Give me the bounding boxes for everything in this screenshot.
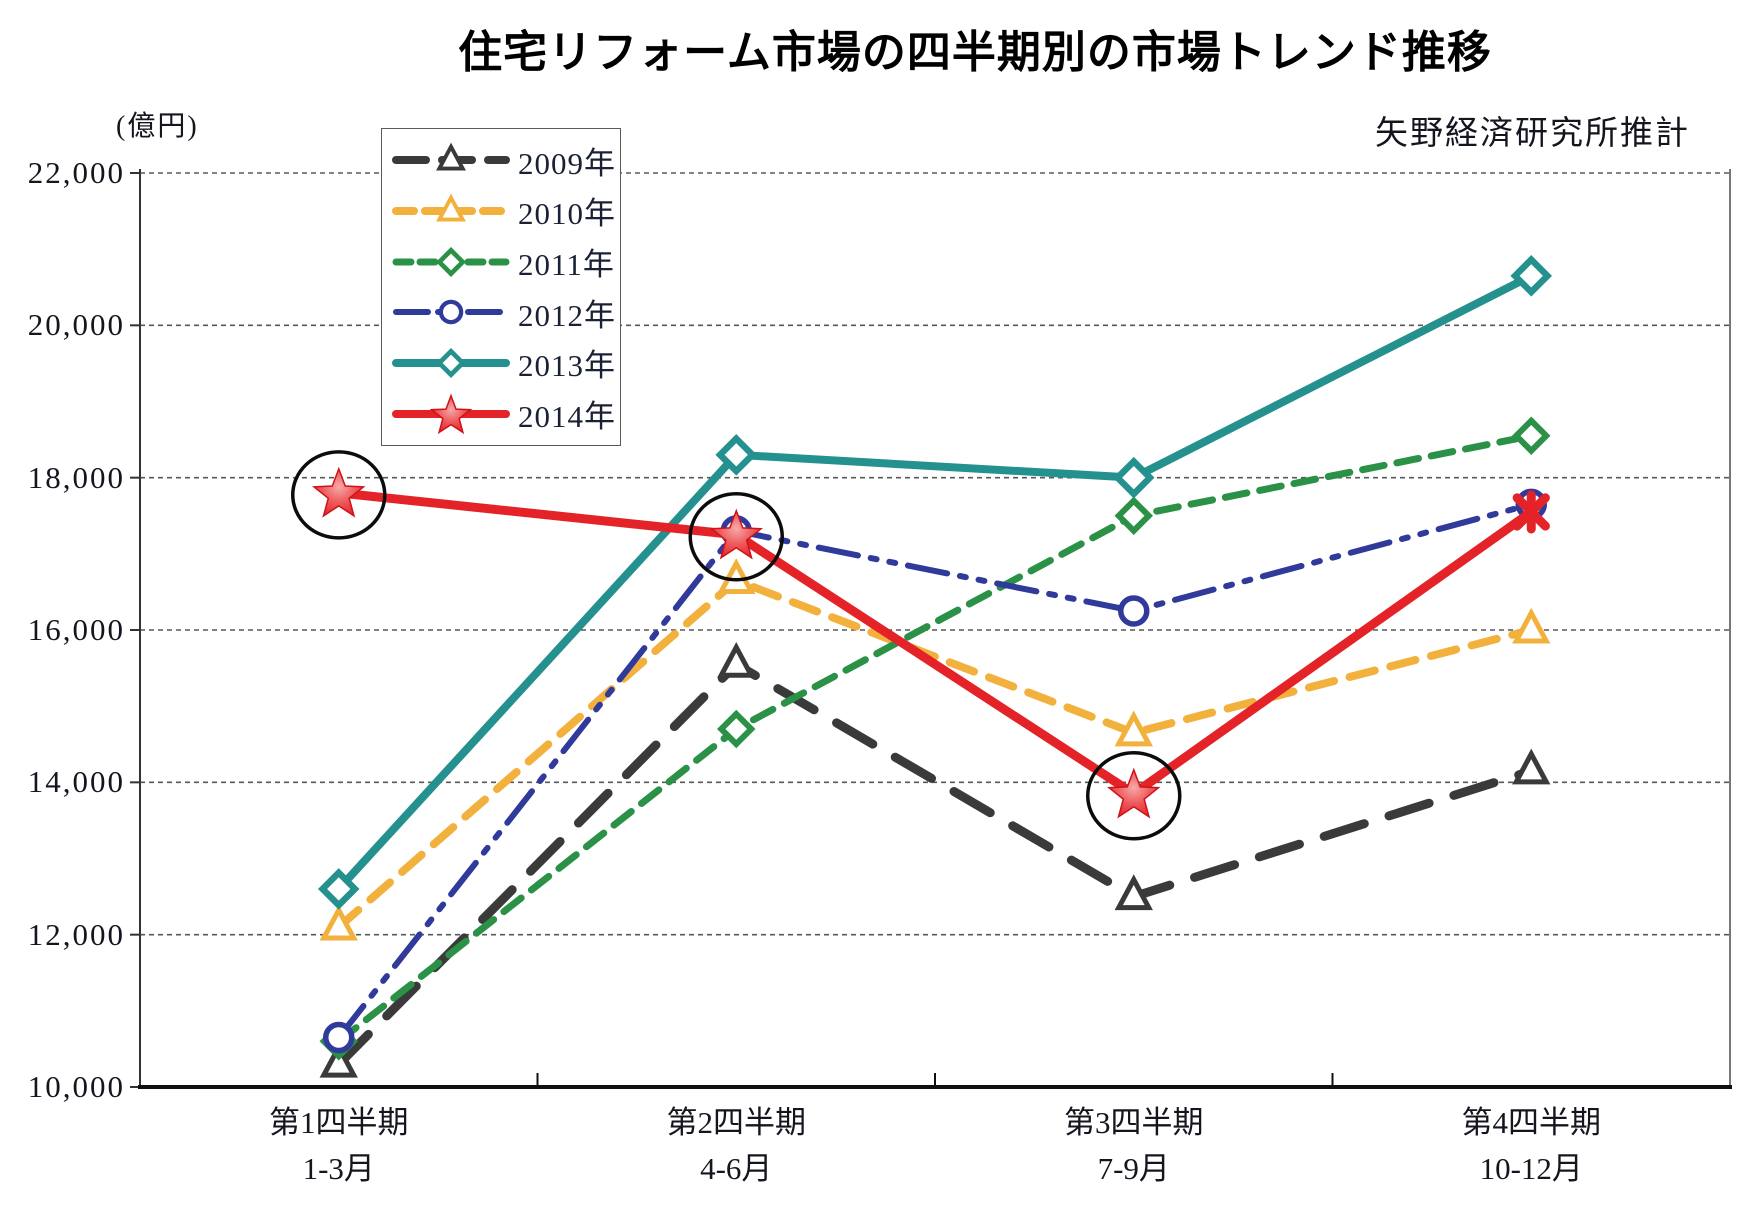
y-tick-label: 16,000 xyxy=(27,612,125,647)
data-point-marker xyxy=(429,393,473,434)
data-point-marker xyxy=(1114,496,1153,535)
y-tick-label: 14,000 xyxy=(27,764,125,800)
series-line-2011年 xyxy=(335,432,1535,1045)
x-tick-label: 第4四半期 10-12月 xyxy=(1371,1100,1691,1192)
x-tick-label-months: 10-12月 xyxy=(1479,1151,1583,1186)
data-point-marker xyxy=(1512,607,1551,644)
data-point-marker xyxy=(1114,874,1153,911)
x-tick-label: 第1四半期 1-3月 xyxy=(179,1100,499,1192)
data-point-marker xyxy=(715,434,758,476)
x-tick-label-quarter: 第1四半期 xyxy=(269,1105,409,1140)
data-point-marker xyxy=(1512,416,1551,456)
x-tick-label-months: 1-3月 xyxy=(302,1151,375,1186)
legend-label: 2009年 xyxy=(518,145,616,181)
data-point-marker xyxy=(435,347,467,378)
legend-label: 2014年 xyxy=(518,399,616,435)
legend-label: 2013年 xyxy=(518,348,616,384)
series-line-2012年 xyxy=(335,501,1535,1041)
data-point-marker xyxy=(435,246,467,277)
y-tick-label: 18,000 xyxy=(27,459,125,495)
legend: 2009年 2010年 2011年 2012年 2013年 2014年 xyxy=(381,128,621,446)
annotation-circle xyxy=(688,492,784,582)
data-point-marker xyxy=(717,641,756,678)
x-tick-label: 第3四半期 7-9月 xyxy=(974,1100,1294,1192)
data-point-marker xyxy=(1106,767,1161,819)
series-line-2010年 xyxy=(334,575,1536,932)
data-point-marker xyxy=(717,558,756,594)
source-note: 矢野経済研究所推計 xyxy=(1375,116,1690,152)
y-tick-label: 12,000 xyxy=(27,916,125,952)
data-point-marker xyxy=(1512,490,1550,534)
y-tick-label: 20,000 xyxy=(27,307,125,343)
legend-swatch xyxy=(392,347,510,378)
data-point-marker xyxy=(1118,595,1150,627)
series-line-2013年 xyxy=(334,271,1536,893)
data-point-marker xyxy=(438,300,464,325)
legend-swatch xyxy=(392,246,510,277)
data-point-marker xyxy=(1112,456,1155,499)
y-tick-label: 22,000 xyxy=(27,155,125,190)
legend-label: 2012年 xyxy=(518,297,616,333)
annotation-circle xyxy=(291,450,387,540)
legend-label: 2010年 xyxy=(518,196,616,232)
data-point-marker xyxy=(1114,710,1153,747)
legend-swatch xyxy=(393,300,509,325)
legend-item-2012年: 2012年 xyxy=(392,290,620,335)
legend-item-2014年: 2014年 xyxy=(392,391,620,436)
legend-swatch xyxy=(392,142,510,171)
legend-item-2009年: 2009年 xyxy=(392,138,620,183)
chart-title: 住宅リフォーム市場の四半期別の市場トレンド推移 xyxy=(458,28,1492,77)
data-point-marker xyxy=(311,466,366,518)
data-point-marker xyxy=(317,868,360,910)
x-tick-label-quarter: 第4四半期 xyxy=(1461,1105,1602,1140)
data-point-marker xyxy=(436,193,466,222)
y-axis-unit-label: (億円) xyxy=(116,111,199,142)
x-tick-label-quarter: 第2四半期 xyxy=(666,1105,807,1140)
data-point-marker xyxy=(709,508,764,560)
legend-swatch xyxy=(392,393,510,434)
x-tick-label-quarter: 第3四半期 xyxy=(1064,1105,1204,1140)
data-point-marker xyxy=(1510,255,1553,297)
x-tick-label: 第2四半期 4-6月 xyxy=(576,1100,896,1192)
data-point-marker xyxy=(436,142,466,171)
data-point-marker xyxy=(319,1041,358,1078)
x-tick-label-months: 4-6月 xyxy=(700,1151,773,1186)
legend-item-2011年: 2011年 xyxy=(392,239,620,284)
annotation-circle xyxy=(1086,751,1182,841)
legend-swatch xyxy=(392,193,510,222)
legend-label: 2011年 xyxy=(518,247,615,283)
series-line-2009年 xyxy=(334,658,1536,1069)
y-tick-label: 10,000 xyxy=(27,1069,125,1104)
data-point-marker xyxy=(717,709,756,749)
legend-item-2013年: 2013年 xyxy=(392,340,620,385)
legend-item-2010年: 2010年 xyxy=(392,188,620,233)
data-point-marker xyxy=(1512,748,1551,785)
data-point-marker xyxy=(323,1021,355,1054)
x-tick-label-months: 7-9月 xyxy=(1097,1151,1170,1186)
data-point-marker xyxy=(319,904,358,941)
series-line-2014年 xyxy=(334,488,1536,800)
